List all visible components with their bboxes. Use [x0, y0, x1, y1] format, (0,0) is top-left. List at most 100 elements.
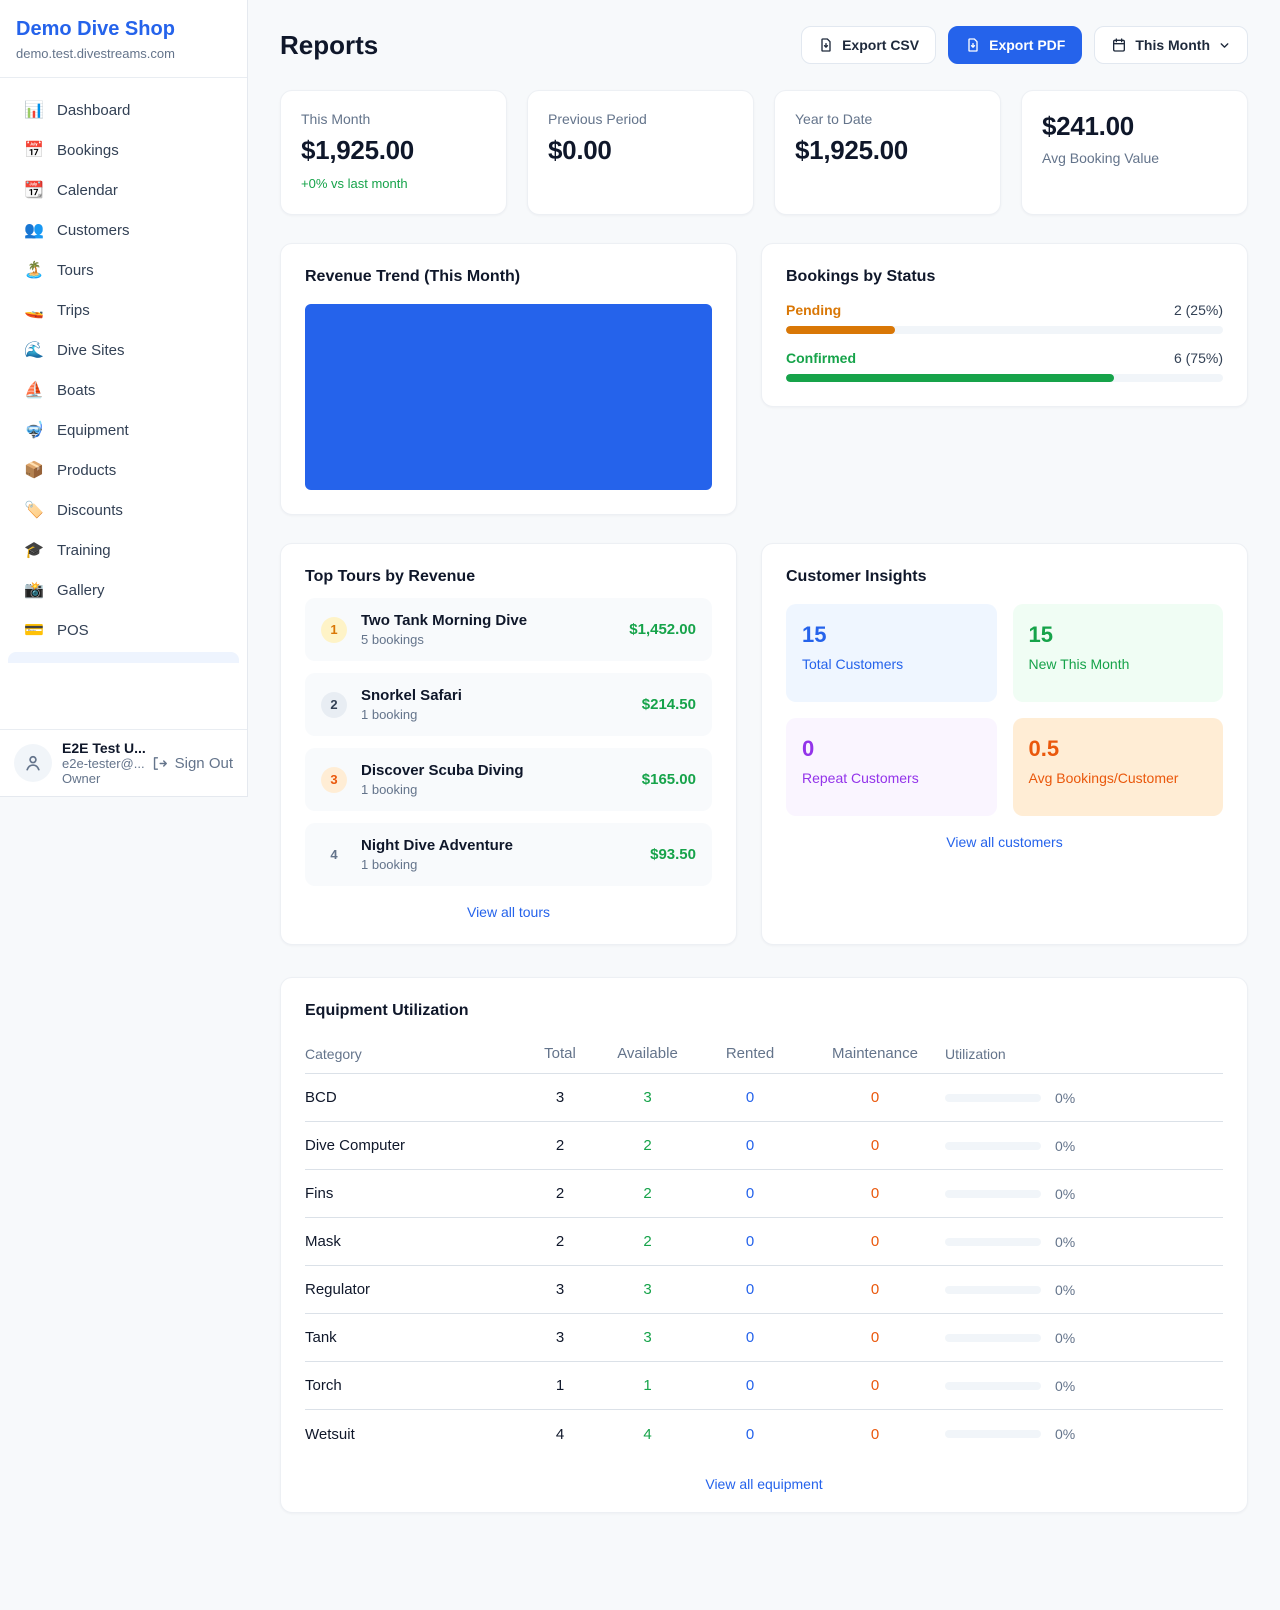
cell-maintenance: 0	[870, 1233, 880, 1250]
sidebar-item-trips[interactable]: 🚤 Trips	[0, 290, 247, 330]
tour-amount: $214.50	[641, 696, 696, 713]
stat-value: $0.00	[548, 135, 612, 165]
tour-amount: $165.00	[641, 771, 696, 788]
sidebar-item-calendar[interactable]: 📆 Calendar	[0, 170, 247, 210]
chevron-down-icon	[1220, 42, 1229, 48]
equipment-icon: 🤿	[24, 422, 44, 439]
customer-insights-title: Customer Insights	[786, 568, 927, 585]
col-utilization: Utilization	[945, 1045, 1006, 1062]
export-csv-button[interactable]: Export CSV	[801, 26, 937, 64]
tour-row[interactable]: 3 Discover Scuba Diving 1 booking $165.0…	[305, 748, 712, 811]
header-actions: Export CSV Export PDF This Month	[801, 26, 1248, 64]
tour-row[interactable]: 1 Two Tank Morning Dive 5 bookings $1,45…	[305, 598, 712, 661]
view-all-equipment-link[interactable]: View all equipment	[705, 1476, 823, 1492]
stat-card-year-to-date: Year to Date $1,925.00	[774, 90, 1001, 215]
insight-value: 15	[1028, 622, 1053, 647]
page-header: Reports Export CSV Export PDF	[280, 26, 1248, 64]
stat-card-this-month: This Month $1,925.00 +0% vs last month	[280, 90, 507, 215]
sidebar-item-bookings[interactable]: 📅 Bookings	[0, 130, 247, 170]
sidebar-item-label: Equipment	[57, 421, 129, 439]
sidebar-item-equipment[interactable]: 🤿 Equipment	[0, 410, 247, 450]
sidebar-item-training[interactable]: 🎓 Training	[0, 530, 247, 570]
cell-category: Dive Computer	[305, 1137, 406, 1154]
sidebar-item-discounts[interactable]: 🏷️ Discounts	[0, 490, 247, 530]
charts-row: Revenue Trend (This Month) Bookings by S…	[280, 243, 1248, 515]
bookings-icon: 📅	[24, 142, 44, 159]
main-content: Reports Export CSV Export PDF	[248, 0, 1280, 1553]
insight-label: Avg Bookings/Customer	[1028, 770, 1179, 786]
bookings-by-status-card: Bookings by Status Pending 2 (25%) Confi…	[761, 243, 1248, 407]
sidebar-item-pos[interactable]: 💳 POS	[0, 610, 247, 650]
user-meta: E2E Test U... e2e-tester@... Owner	[62, 740, 146, 786]
dive-sites-icon: 🌊	[24, 342, 44, 359]
sidebar-item-label: Dashboard	[57, 101, 131, 119]
utilization-label: 0%	[1055, 1089, 1076, 1106]
stat-card-previous-period: Previous Period $0.00	[527, 90, 754, 215]
sidebar-item-boats[interactable]: ⛵ Boats	[0, 370, 247, 410]
sidebar-item-dashboard[interactable]: 📊 Dashboard	[0, 90, 247, 130]
table-row: Wetsuit 4 4 0 0 0%	[305, 1410, 1223, 1458]
cell-maintenance: 0	[870, 1329, 880, 1346]
cell-available: 2	[643, 1233, 652, 1250]
insight-tile-avg-bookings: 0.5 Avg Bookings/Customer	[1012, 718, 1223, 816]
cell-available: 4	[643, 1425, 652, 1443]
insight-value: 0	[802, 736, 815, 761]
cell-maintenance: 0	[870, 1377, 880, 1394]
cell-available: 3	[643, 1281, 652, 1298]
revenue-trend-title: Revenue Trend (This Month)	[305, 268, 521, 285]
sidebar-item-label: Products	[57, 461, 117, 479]
cell-maintenance: 0	[870, 1185, 880, 1202]
revenue-trend-chart	[305, 304, 712, 490]
sidebar-item-label: Boats	[57, 381, 96, 399]
utilization-label: 0%	[1055, 1185, 1076, 1202]
tours-icon: 🏝️	[24, 262, 44, 279]
insights-row: Top Tours by Revenue 1 Two Tank Morning …	[280, 543, 1248, 945]
cell-total: 3	[555, 1281, 565, 1298]
cell-rented: 0	[745, 1377, 755, 1394]
sidebar-item-dive-sites[interactable]: 🌊 Dive Sites	[0, 330, 247, 370]
utilization-bar-track	[945, 1430, 1041, 1438]
utilization-label: 0%	[1055, 1137, 1076, 1154]
tour-amount: $1,452.00	[629, 621, 696, 638]
utilization-bar-track	[945, 1141, 1041, 1150]
sidebar-item-gallery[interactable]: 📸 Gallery	[0, 570, 247, 610]
cell-available: 2	[643, 1137, 652, 1154]
top-tours-card: Top Tours by Revenue 1 Two Tank Morning …	[280, 543, 737, 945]
sidebar-item-tours[interactable]: 🏝️ Tours	[0, 250, 247, 290]
cell-category: Tank	[305, 1329, 337, 1346]
tour-row[interactable]: 2 Snorkel Safari 1 booking $214.50	[305, 673, 712, 736]
view-all-customers-link[interactable]: View all customers	[946, 834, 1063, 850]
view-all-tours-link[interactable]: View all tours	[466, 904, 550, 920]
table-row: Fins 2 2 0 0 0%	[305, 1170, 1223, 1218]
dashboard-icon: 📊	[24, 102, 44, 119]
status-group-confirmed: Confirmed 6 (75%)	[786, 350, 1223, 382]
equipment-table: Category Total Available Rented Maintena…	[305, 1034, 1223, 1458]
col-category: Category	[305, 1045, 362, 1062]
status-count: 6 (75%)	[1173, 350, 1223, 366]
cell-utilization: 0%	[945, 1378, 1223, 1394]
products-icon: 📦	[24, 462, 44, 479]
brand-name: Demo Dive Shop	[16, 18, 175, 40]
export-csv-label: Export CSV	[842, 37, 920, 53]
sidebar-item-reports-partial[interactable]	[8, 652, 239, 663]
trips-icon: 🚤	[24, 302, 44, 319]
export-pdf-button[interactable]: Export PDF	[948, 26, 1083, 64]
cell-available: 1	[643, 1377, 652, 1394]
equipment-table-header: Category Total Available Rented Maintena…	[305, 1034, 1223, 1074]
period-label: This Month	[1135, 37, 1210, 53]
tour-bookings: 1 booking	[361, 857, 418, 872]
col-total: Total	[544, 1045, 576, 1062]
period-dropdown[interactable]: This Month	[1094, 26, 1248, 64]
customer-insights-card: Customer Insights 15 Total Customers 15 …	[761, 543, 1248, 945]
cell-maintenance: 0	[870, 1089, 880, 1106]
cell-rented: 0	[745, 1281, 755, 1298]
cell-available: 3	[643, 1089, 652, 1106]
stat-card-avg-booking-value: $241.00 Avg Booking Value	[1021, 90, 1248, 215]
sidebar-item-customers[interactable]: 👥 Customers	[0, 210, 247, 250]
sign-out-label: Sign Out	[174, 754, 233, 772]
sign-out-button[interactable]: Sign Out	[151, 755, 233, 772]
tour-row[interactable]: 4 Night Dive Adventure 1 booking $93.50	[305, 823, 712, 886]
stat-delta: +0% vs last month	[301, 176, 408, 191]
sidebar-item-products[interactable]: 📦 Products	[0, 450, 247, 490]
sidebar-item-label: Trips	[57, 301, 90, 319]
